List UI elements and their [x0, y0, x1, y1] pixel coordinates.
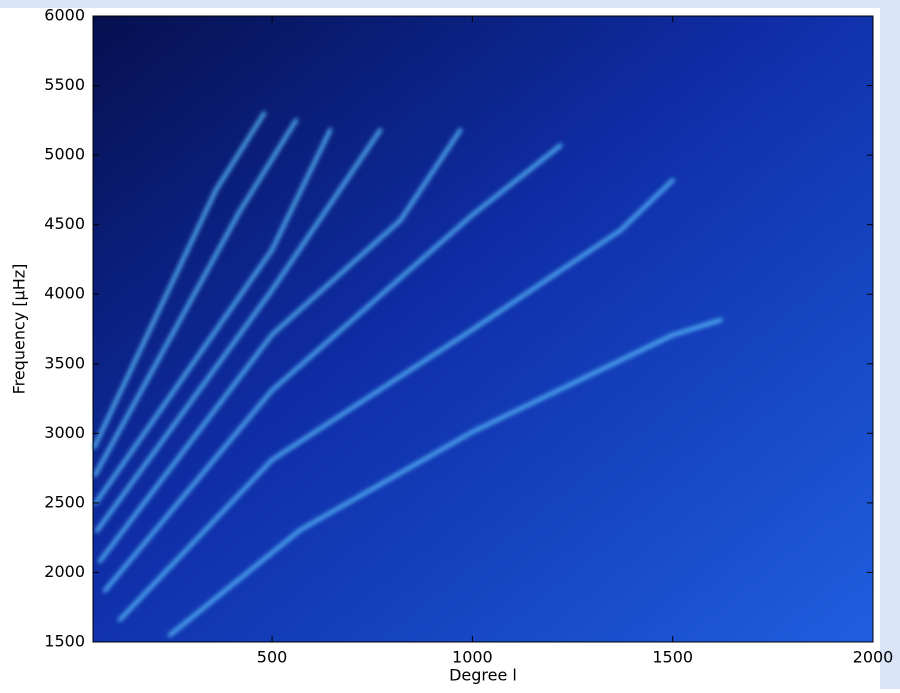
ridge	[167, 317, 723, 638]
ridge	[92, 111, 267, 450]
window-frame	[880, 0, 900, 689]
y-tick-label: 3000	[44, 423, 85, 442]
ridge	[95, 128, 383, 533]
y-tick-label: 4000	[44, 284, 85, 303]
x-tick-label: 500	[257, 648, 288, 667]
y-tick-label: 6000	[44, 6, 85, 25]
x-axis-label: Degree l	[449, 666, 517, 685]
y-tick-label: 5500	[44, 75, 85, 94]
y-tick-label: 2000	[44, 562, 85, 581]
ridges	[92, 111, 723, 638]
window-frame	[0, 0, 900, 8]
x-tick-label: 2000	[853, 648, 894, 667]
ridge	[97, 128, 463, 564]
y-tick-label: 5000	[44, 145, 85, 164]
y-tick-label: 3500	[44, 353, 85, 372]
y-tick-label: 4500	[44, 214, 85, 233]
y-axis-label: Frequency [μHz]	[10, 264, 29, 395]
y-tick-label: 2500	[44, 492, 85, 511]
ridge	[117, 178, 675, 622]
ridge	[93, 118, 299, 478]
plot-background	[93, 16, 873, 642]
x-tick-label: 1000	[452, 648, 493, 667]
plot-frame	[92, 15, 874, 643]
y-tick-label: 1500	[44, 632, 85, 651]
ridge	[93, 128, 333, 505]
ridge	[103, 143, 563, 593]
x-tick-label: 1500	[652, 648, 693, 667]
